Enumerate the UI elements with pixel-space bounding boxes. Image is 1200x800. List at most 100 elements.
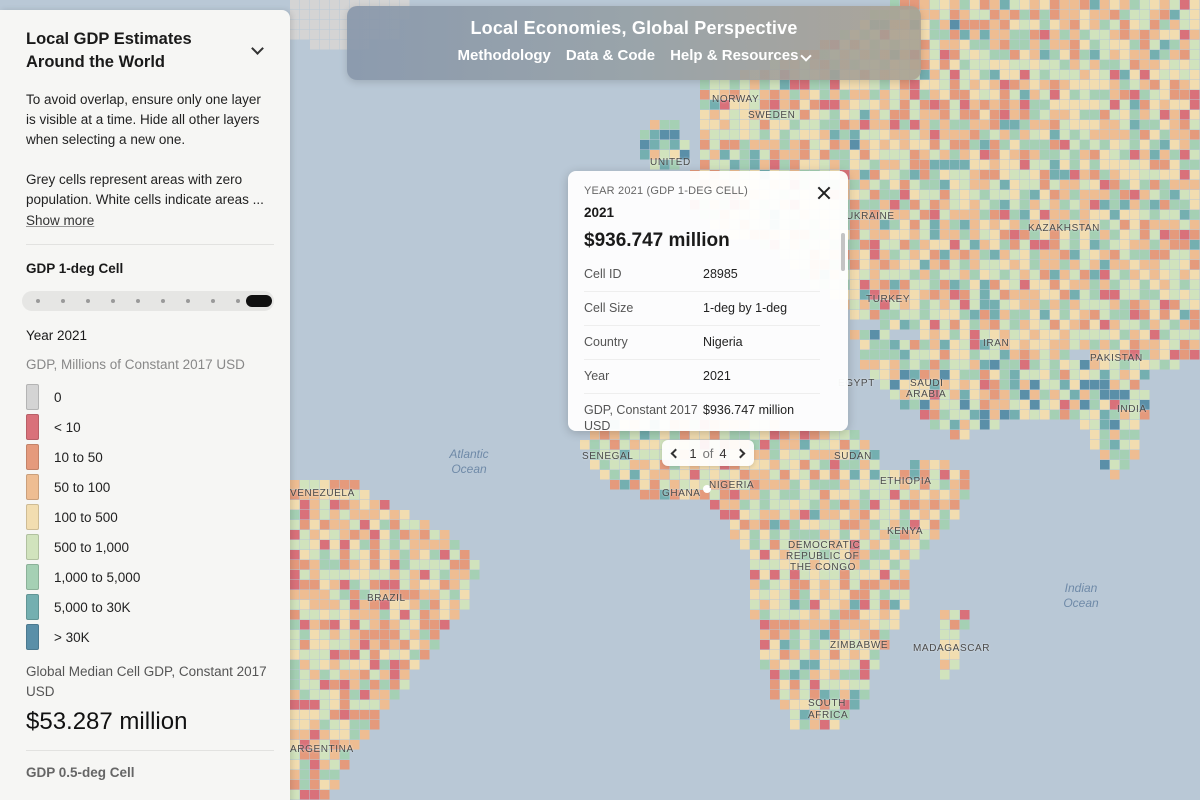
gdp-cell[interactable] [950, 620, 960, 630]
gdp-cell[interactable] [840, 620, 850, 630]
gdp-cell[interactable] [1120, 410, 1130, 420]
gdp-cell[interactable] [860, 280, 870, 290]
gdp-cell[interactable] [840, 490, 850, 500]
gdp-cell[interactable] [840, 510, 850, 520]
gdp-cell[interactable] [1160, 110, 1170, 120]
gdp-cell[interactable] [920, 90, 930, 100]
gdp-cell[interactable] [400, 660, 410, 670]
gdp-cell[interactable] [1070, 290, 1080, 300]
gdp-cell[interactable] [420, 650, 430, 660]
gdp-cell[interactable] [1130, 100, 1140, 110]
gdp-cell[interactable] [1010, 80, 1020, 90]
gdp-cell[interactable] [1050, 260, 1060, 270]
gdp-cell[interactable] [710, 490, 720, 500]
gdp-cell[interactable] [980, 370, 990, 380]
gdp-cell[interactable] [1140, 250, 1150, 260]
gdp-cell[interactable] [1000, 370, 1010, 380]
gdp-cell[interactable] [920, 520, 930, 530]
gdp-cell[interactable] [1020, 360, 1030, 370]
gdp-cell[interactable] [310, 670, 320, 680]
gdp-cell[interactable] [760, 140, 770, 150]
gdp-cell[interactable] [1170, 280, 1180, 290]
gdp-cell[interactable] [1030, 210, 1040, 220]
gdp-cell[interactable] [370, 0, 380, 10]
gdp-cell[interactable] [1130, 210, 1140, 220]
gdp-cell[interactable] [890, 280, 900, 290]
gdp-cell[interactable] [770, 650, 780, 660]
gdp-cell[interactable] [1180, 160, 1190, 170]
gdp-cell[interactable] [880, 480, 890, 490]
gdp-cell[interactable] [1190, 40, 1200, 50]
gdp-cell[interactable] [930, 60, 940, 70]
gdp-cell[interactable] [1050, 170, 1060, 180]
gdp-cell[interactable] [450, 560, 460, 570]
gdp-cell[interactable] [410, 660, 420, 670]
gdp-cell[interactable] [860, 200, 870, 210]
gdp-cell[interactable] [1110, 430, 1120, 440]
gdp-cell[interactable] [670, 490, 680, 500]
gdp-cell[interactable] [350, 700, 360, 710]
gdp-cell[interactable] [310, 570, 320, 580]
gdp-cell[interactable] [340, 610, 350, 620]
gdp-cell[interactable] [1180, 260, 1190, 270]
gdp-cell[interactable] [320, 610, 330, 620]
gdp-cell[interactable] [980, 30, 990, 40]
gdp-cell[interactable] [1150, 360, 1160, 370]
gdp-cell[interactable] [870, 150, 880, 160]
gdp-cell[interactable] [380, 590, 390, 600]
gdp-cell[interactable] [1060, 320, 1070, 330]
gdp-cell[interactable] [750, 600, 760, 610]
gdp-cell[interactable] [440, 600, 450, 610]
gdp-cell[interactable] [830, 150, 840, 160]
gdp-cell[interactable] [760, 550, 770, 560]
gdp-cell[interactable] [930, 20, 940, 30]
gdp-cell[interactable] [840, 560, 850, 570]
gdp-cell[interactable] [890, 550, 900, 560]
gdp-cell[interactable] [1100, 460, 1110, 470]
gdp-cell[interactable] [1040, 310, 1050, 320]
gdp-cell[interactable] [1190, 340, 1200, 350]
gdp-cell[interactable] [1170, 180, 1180, 190]
gdp-cell[interactable] [420, 550, 430, 560]
gdp-cell[interactable] [330, 690, 340, 700]
gdp-cell[interactable] [760, 110, 770, 120]
gdp-cell[interactable] [980, 20, 990, 30]
gdp-cell[interactable] [340, 620, 350, 630]
gdp-cell[interactable] [1120, 90, 1130, 100]
gdp-cell[interactable] [860, 550, 870, 560]
gdp-cell[interactable] [1070, 110, 1080, 120]
gdp-cell[interactable] [400, 630, 410, 640]
gdp-cell[interactable] [1120, 150, 1130, 160]
gdp-cell[interactable] [840, 610, 850, 620]
gdp-cell[interactable] [940, 220, 950, 230]
gdp-cell[interactable] [1170, 230, 1180, 240]
gdp-cell[interactable] [1170, 250, 1180, 260]
gdp-cell[interactable] [1100, 190, 1110, 200]
gdp-cell[interactable] [950, 150, 960, 160]
gdp-cell[interactable] [1080, 190, 1090, 200]
gdp-cell[interactable] [750, 90, 760, 100]
gdp-cell[interactable] [880, 640, 890, 650]
gdp-cell[interactable] [330, 540, 340, 550]
gdp-cell[interactable] [930, 490, 940, 500]
gdp-cell[interactable] [960, 310, 970, 320]
gdp-cell[interactable] [950, 410, 960, 420]
gdp-cell[interactable] [290, 700, 300, 710]
gdp-cell[interactable] [880, 550, 890, 560]
gdp-cell[interactable] [700, 430, 710, 440]
gdp-cell[interactable] [730, 150, 740, 160]
gdp-cell[interactable] [660, 470, 670, 480]
gdp-cell[interactable] [1090, 130, 1100, 140]
gdp-cell[interactable] [960, 160, 970, 170]
gdp-cell[interactable] [890, 220, 900, 230]
gdp-cell[interactable] [950, 70, 960, 80]
gdp-cell[interactable] [1060, 270, 1070, 280]
gdp-cell[interactable] [400, 590, 410, 600]
gdp-cell[interactable] [290, 0, 300, 10]
gdp-cell[interactable] [330, 550, 340, 560]
gdp-cell[interactable] [430, 580, 440, 590]
gdp-cell[interactable] [890, 500, 900, 510]
gdp-cell[interactable] [650, 160, 660, 170]
gdp-cell[interactable] [1120, 430, 1130, 440]
gdp-cell[interactable] [1100, 400, 1110, 410]
